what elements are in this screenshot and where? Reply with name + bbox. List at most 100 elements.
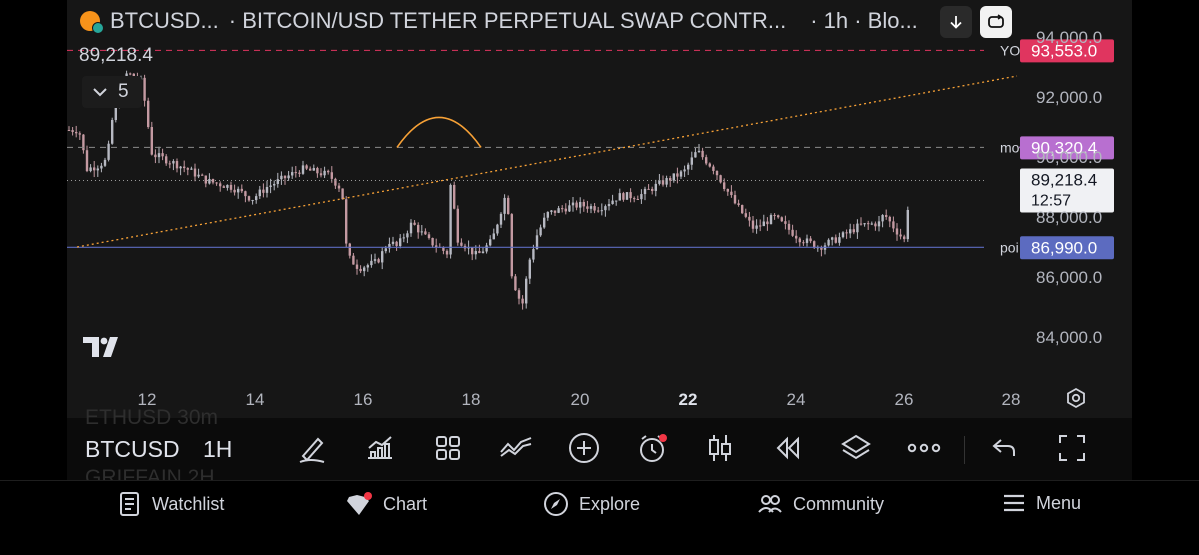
- candle: [204, 175, 207, 188]
- candle: [175, 158, 179, 173]
- candle: [877, 216, 881, 232]
- candle: [168, 160, 171, 169]
- candle: [643, 186, 647, 201]
- nav-explore-label: Explore: [579, 493, 641, 514]
- date-axis-label: 16: [354, 390, 373, 409]
- replay-icon[interactable]: [770, 430, 806, 466]
- candle: [280, 171, 283, 185]
- candle: [481, 247, 485, 254]
- sync-button[interactable]: [980, 6, 1012, 38]
- candle: [748, 211, 751, 227]
- layers-icon[interactable]: [838, 430, 874, 466]
- price-axis-label: 92,000.0: [1036, 88, 1102, 107]
- level-label: mo: [1000, 139, 1020, 155]
- candle: [237, 186, 240, 199]
- symbol-title[interactable]: BTCUSD...: [110, 8, 219, 33]
- toolbar-interval[interactable]: 1H: [203, 436, 233, 462]
- candle: [82, 134, 85, 154]
- candle: [575, 200, 578, 211]
- candle: [409, 219, 413, 237]
- add-icon[interactable]: [566, 430, 602, 466]
- candle: [93, 160, 96, 178]
- candle: [456, 205, 459, 246]
- candle: [269, 178, 272, 194]
- candle: [265, 180, 269, 198]
- chart-header: BTCUSD... · BITCOIN/USD TETHER PERPETUAL…: [80, 8, 918, 34]
- indicators-collapse-button[interactable]: 5: [82, 76, 142, 108]
- candles-icon[interactable]: [702, 430, 738, 466]
- nav-chart[interactable]: Chart: [345, 491, 427, 517]
- candle: [766, 217, 769, 231]
- candle: [453, 181, 456, 210]
- candle: [366, 263, 369, 272]
- bitcoin-coin-icon: [80, 11, 104, 34]
- fullscreen-icon[interactable]: [1054, 430, 1090, 466]
- candle: [301, 160, 305, 175]
- candle: [201, 173, 204, 176]
- compare-icon[interactable]: [498, 430, 534, 466]
- candle: [651, 186, 654, 195]
- candle: [849, 223, 852, 239]
- candle: [247, 195, 251, 202]
- candle: [906, 206, 909, 242]
- candle: [514, 274, 517, 291]
- date-axis-label: 14: [246, 390, 265, 409]
- candle: [629, 188, 632, 203]
- undo-icon[interactable]: [986, 430, 1022, 466]
- candle: [478, 244, 481, 254]
- candle: [755, 219, 758, 234]
- nav-chart-label: Chart: [383, 493, 428, 514]
- chart-panel[interactable]: YO 93,553.0 mo 90,320.4 poi 86,990.0 89,218.4 1…: [67, 0, 1132, 418]
- watchlist-icon: [120, 492, 139, 516]
- candle: [600, 203, 603, 216]
- nav-explore[interactable]: Explore: [543, 491, 640, 517]
- candle: [377, 257, 380, 264]
- candle: [85, 145, 89, 173]
- candle: [154, 149, 157, 164]
- candle: [373, 253, 377, 264]
- nav-community[interactable]: Community: [757, 491, 884, 517]
- sync-icon: [988, 14, 1004, 28]
- toolbar-divider: [964, 436, 965, 464]
- candle: [226, 184, 229, 191]
- candle: [395, 240, 398, 251]
- candle: [859, 217, 863, 226]
- level-badge-text: 90,320.4: [1031, 138, 1097, 157]
- candle: [737, 199, 740, 207]
- candle: [435, 238, 438, 253]
- candle: [687, 162, 690, 176]
- draw-icon[interactable]: [294, 430, 330, 466]
- scroll-down-button[interactable]: [940, 6, 972, 38]
- candle: [100, 162, 103, 173]
- nav-watchlist[interactable]: Watchlist: [118, 491, 224, 517]
- layout-grid-icon[interactable]: [430, 430, 466, 466]
- candle: [697, 144, 701, 153]
- candle: [150, 121, 153, 156]
- candle: [730, 185, 733, 198]
- candle: [593, 203, 596, 214]
- price-chart[interactable]: YO 93,553.0 mo 90,320.4 poi 86,990.0 89,218.4 1…: [67, 0, 1132, 418]
- menu-icon: [1004, 494, 1024, 512]
- indicators-icon[interactable]: [362, 430, 398, 466]
- candle: [445, 249, 449, 259]
- toolbar-symbol[interactable]: BTCUSD: [85, 436, 180, 462]
- candle: [197, 168, 200, 179]
- candle: [885, 209, 888, 220]
- more-icon[interactable]: [906, 430, 942, 466]
- candle: [665, 175, 668, 188]
- candle: [726, 188, 729, 196]
- candle: [157, 146, 161, 164]
- alert-icon[interactable]: [634, 430, 670, 466]
- candle: [161, 148, 164, 161]
- candle: [251, 199, 254, 205]
- nav-community-label: Community: [793, 493, 885, 514]
- candle: [67, 126, 71, 131]
- candle: [298, 170, 301, 178]
- candle: [352, 252, 355, 265]
- nav-menu[interactable]: Menu: [1002, 491, 1081, 515]
- candle: [449, 183, 452, 259]
- candle: [129, 72, 132, 76]
- candle: [521, 295, 524, 310]
- candle: [89, 164, 92, 173]
- candle: [838, 232, 841, 246]
